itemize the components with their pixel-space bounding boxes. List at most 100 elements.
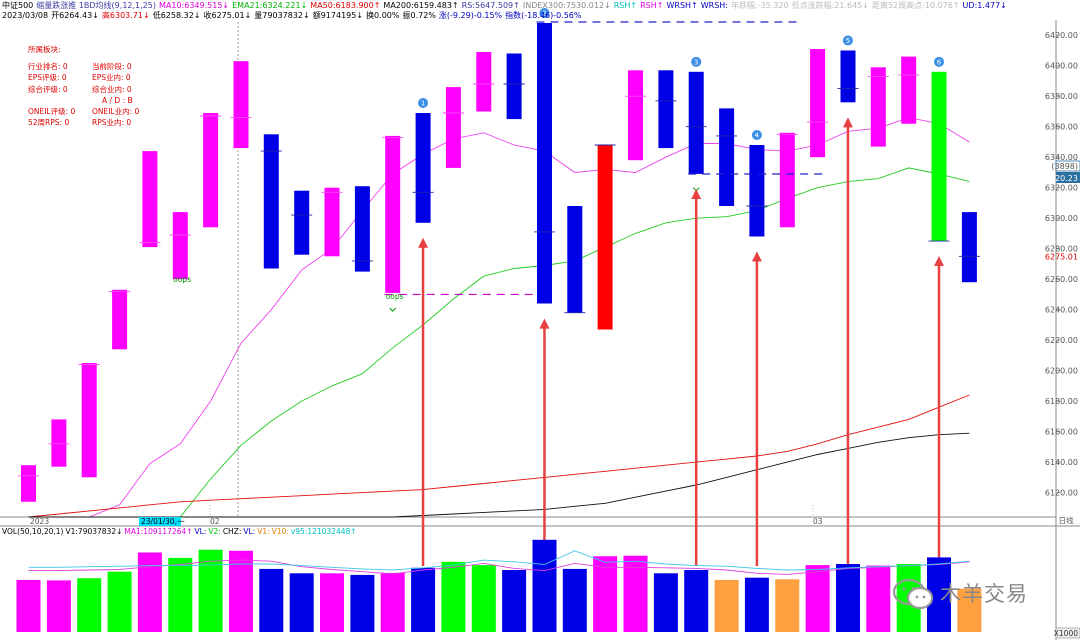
volume-header: VOL(50,10,20,1) V1:79037832↓ MA1:109117264… (2, 527, 359, 536)
volume-bar (380, 572, 405, 632)
volume-bar (684, 570, 709, 632)
header-item: VOL(50,10,20,1) (2, 527, 64, 536)
info-panel-row: A / D : B (28, 95, 139, 106)
header-item: VL: (243, 527, 256, 536)
candle-body (840, 50, 856, 103)
volume-bar (168, 557, 193, 632)
header-item: 振0.72% (402, 11, 436, 20)
wechat-icon (892, 578, 934, 610)
header-item: 涨(-9.29)-0.15% (438, 11, 503, 20)
info-panel-right: EPS业内: 0 (92, 73, 131, 83)
header-item: 低6258.32↓ (152, 11, 201, 20)
header-item: 年跌幅:-35.320 (731, 1, 789, 10)
header-item: UD:1.477↓ (962, 1, 1007, 10)
candle-body (172, 212, 188, 280)
arrow-head (691, 188, 702, 199)
header-item: 中证500 (2, 1, 34, 10)
volume-bar (77, 578, 102, 632)
count-marker-label: (3898) (1051, 162, 1078, 171)
volume-bar (198, 549, 223, 632)
info-panel-left: EPS评级: 0 (28, 73, 67, 83)
candle-body (779, 132, 795, 228)
volume-ma-line (28, 559, 970, 575)
price-tick-label: 6340.00 (1045, 153, 1078, 162)
info-panel-left: 52周RPS: 0 (28, 118, 70, 128)
candle-body (263, 134, 279, 269)
volume-bar (46, 580, 71, 632)
marker-badge-label: 6 (937, 59, 942, 67)
price-tick-label: 6400.00 (1045, 62, 1078, 71)
cursor-date-label: 23/01/30,一 (141, 517, 185, 526)
header-item: V1: (257, 527, 270, 536)
arrow-head (751, 251, 762, 262)
volume-bar (350, 574, 375, 632)
info-panel-left: 行业排名: 0 (28, 62, 68, 72)
info-panel-row: EPS评级: 0 EPS业内: 0 (28, 72, 139, 83)
header-item: V10: (271, 527, 289, 536)
price-tick-label: 6240.00 (1045, 306, 1078, 315)
price-marker-box (1056, 172, 1080, 183)
price-tick-label: 6360.00 (1045, 123, 1078, 132)
header-item: 2023/03/08 (2, 11, 49, 20)
candle-body (506, 53, 522, 120)
header-item: 距离52周高点:10.076↑ (871, 1, 960, 10)
price-tick-label: 6160.00 (1045, 428, 1078, 437)
price-tick-label: 6140.00 (1045, 458, 1078, 467)
candle-body (658, 70, 674, 149)
price-tick-label: 6180.00 (1045, 397, 1078, 406)
marker-badge-icon (418, 97, 429, 108)
candle-body (112, 289, 128, 350)
marker-badge-label: 2 (542, 10, 546, 18)
header-item: VL: (194, 527, 207, 536)
marker-badge-label: 3 (694, 59, 698, 67)
header-item: EMA21:6324.221↓ (232, 1, 308, 10)
marker-badge-icon (691, 56, 702, 67)
candle-body (597, 145, 613, 330)
info-panel-right: A / D : B (102, 95, 133, 105)
volume-bar (623, 555, 648, 632)
cursor-date-box (139, 517, 181, 526)
volume-bar (593, 556, 618, 632)
candle-body (445, 87, 461, 168)
info-panel-left: 综合评级: 0 (28, 84, 68, 94)
timeframe-label: 日线 (1059, 515, 1075, 525)
marker-badge-icon (539, 8, 550, 19)
info-panel-row: 综合评级: 0 综合业内: 0 (28, 84, 139, 95)
header-item: 指数(-18.46)-0.56% (505, 11, 582, 20)
price-tick-label: 6220.00 (1045, 336, 1078, 345)
header-item: MA1:109117264↑ (124, 527, 193, 536)
price-tick-label: 6420.00 (1045, 31, 1078, 40)
volume-bar (744, 577, 769, 632)
ma200-line (28, 432, 970, 518)
volume-unit-box (1055, 627, 1080, 639)
watermark-text: 木羊交易 (940, 582, 1028, 606)
candle-body (628, 70, 643, 161)
candle-body (294, 190, 310, 255)
header-item: 收6275.01↓ (203, 11, 252, 20)
candle-body (931, 71, 947, 241)
header-item: WRSH: (700, 1, 728, 10)
marker-badge-icon (934, 56, 944, 67)
ma50-line (28, 394, 970, 518)
header-item: RS:5647.509↑ (461, 1, 520, 10)
price-tick-label: 6300.00 (1045, 214, 1078, 223)
volume-bar (775, 579, 800, 632)
volume-ma2-line (28, 550, 970, 571)
volume-bar (562, 568, 587, 632)
candle-body (870, 67, 886, 147)
volume-bar (441, 561, 466, 632)
header-item: V1:79037832↓ (65, 527, 123, 536)
arrow-head (842, 117, 853, 128)
oops-label: oops (173, 275, 191, 284)
date-label: 2023 (30, 517, 49, 526)
candle-body (749, 145, 765, 237)
candle-body (567, 206, 583, 313)
volume-bar (137, 552, 162, 632)
candle-body (324, 187, 340, 257)
count-marker-box (1055, 160, 1080, 172)
info-panel-right: RPS业内: 0 (92, 118, 132, 128)
price-tick-label: 6280.00 (1045, 245, 1078, 254)
chart-header-ohlc: 2023/03/08 开6264.43↓ 高6303.71↓ 低6258.32↓ 收62… (2, 11, 585, 21)
volume-bar (320, 573, 344, 632)
